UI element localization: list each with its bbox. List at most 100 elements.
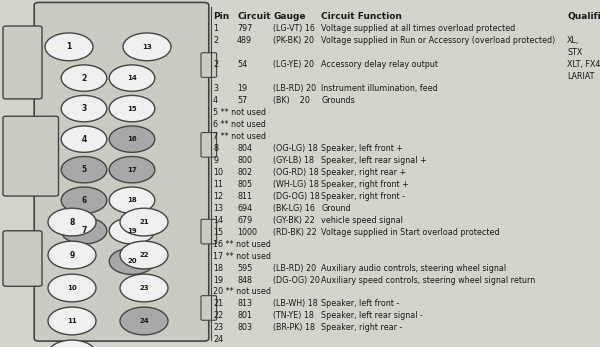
Circle shape [61,65,107,91]
Text: 6: 6 [82,196,86,205]
Text: 1: 1 [67,42,71,51]
Text: (GY-LB) 18: (GY-LB) 18 [273,156,314,165]
Text: 22: 22 [139,252,149,258]
Text: 848: 848 [237,276,252,285]
Text: Speaker, left front +: Speaker, left front + [321,144,403,153]
Text: 11: 11 [67,318,77,324]
Text: (LB-RD) 20: (LB-RD) 20 [273,84,316,93]
Text: (WH-LG) 18: (WH-LG) 18 [273,180,319,189]
Text: 23: 23 [139,285,149,291]
Circle shape [61,218,107,244]
Circle shape [109,156,155,183]
Text: 7 ** not used: 7 ** not used [213,132,266,141]
Text: 3: 3 [213,84,218,93]
Text: 15: 15 [213,228,223,237]
Text: 595: 595 [237,263,253,272]
Text: 19: 19 [127,228,137,234]
Text: 54: 54 [237,60,247,69]
Circle shape [109,187,155,213]
Text: 9: 9 [70,251,74,260]
FancyBboxPatch shape [3,116,59,196]
Text: 15: 15 [127,105,137,112]
Text: 4: 4 [82,135,86,144]
Text: Accessory delay relay output: Accessory delay relay output [321,60,438,69]
Text: 5 ** not used: 5 ** not used [213,108,266,117]
Text: Speaker, right front +: Speaker, right front + [321,180,409,189]
Text: (OG-LG) 18: (OG-LG) 18 [273,144,318,153]
Text: Instrument illumination, feed: Instrument illumination, feed [321,84,438,93]
Text: 10: 10 [213,168,223,177]
Text: 18: 18 [127,197,137,203]
Text: 8: 8 [213,144,218,153]
Text: Circuit: Circuit [237,12,271,21]
Circle shape [48,274,96,302]
Text: Speaker, left rear signal +: Speaker, left rear signal + [321,156,427,165]
Text: 13: 13 [213,204,223,213]
Circle shape [61,187,107,213]
Circle shape [109,218,155,244]
Text: (DG-OG) 20: (DG-OG) 20 [273,276,320,285]
Text: Speaker, right rear +: Speaker, right rear + [321,168,406,177]
Text: Voltage supplied in Start overload protected: Voltage supplied in Start overload prote… [321,228,500,237]
Text: 22: 22 [213,311,223,320]
Text: Speaker, left front -: Speaker, left front - [321,299,399,308]
Text: 694: 694 [237,204,252,213]
Text: 801: 801 [237,311,252,320]
Text: (DG-OG) 18: (DG-OG) 18 [273,192,320,201]
Text: 9: 9 [213,156,218,165]
Text: 489: 489 [237,36,252,45]
Text: Gauge: Gauge [273,12,305,21]
Text: 679: 679 [237,215,252,225]
Circle shape [48,340,96,347]
Text: Auxiliary audio controls, steering wheel signal: Auxiliary audio controls, steering wheel… [321,263,506,272]
Text: 800: 800 [237,156,252,165]
Text: 20 ** not used: 20 ** not used [213,287,271,296]
Text: 17 ** not used: 17 ** not used [213,252,271,261]
Text: 21: 21 [213,299,223,308]
Circle shape [120,208,168,236]
Text: (LB-WH) 18: (LB-WH) 18 [273,299,318,308]
Text: (TN-YE) 18: (TN-YE) 18 [273,311,314,320]
Text: 5: 5 [82,165,86,174]
Text: (GY-BK) 22: (GY-BK) 22 [273,215,315,225]
Text: 18: 18 [213,263,223,272]
Text: Ground: Ground [321,204,350,213]
Text: STX: STX [567,48,583,57]
Text: vehicle speed signal: vehicle speed signal [321,215,403,225]
Text: 17: 17 [127,167,137,173]
Circle shape [48,307,96,335]
FancyBboxPatch shape [201,133,217,157]
Circle shape [61,156,107,183]
Text: (LG-VT) 16: (LG-VT) 16 [273,24,315,33]
Text: 13: 13 [142,44,152,50]
Text: XL,: XL, [567,36,579,45]
Circle shape [61,126,107,152]
Text: 24: 24 [139,318,149,324]
Text: 2: 2 [213,60,218,69]
Circle shape [120,307,168,335]
Text: 802: 802 [237,168,252,177]
Text: 2: 2 [213,36,218,45]
Text: 6 ** not used: 6 ** not used [213,120,266,129]
Text: 11: 11 [213,180,223,189]
FancyBboxPatch shape [3,231,42,286]
FancyBboxPatch shape [3,26,42,99]
Text: 797: 797 [237,24,253,33]
Text: Voltage supplied at all times overload protected: Voltage supplied at all times overload p… [321,24,515,33]
Text: Pin: Pin [213,12,229,21]
Circle shape [109,95,155,122]
FancyBboxPatch shape [34,2,209,341]
Text: 10: 10 [67,285,77,291]
Circle shape [109,65,155,91]
Text: (BR-PK) 18: (BR-PK) 18 [273,323,315,332]
Text: 7: 7 [82,226,86,235]
Text: 1: 1 [213,24,218,33]
Text: LARIAT: LARIAT [567,72,595,81]
FancyBboxPatch shape [201,219,217,244]
Text: 16: 16 [127,136,137,142]
FancyBboxPatch shape [201,53,217,77]
Text: 12: 12 [213,192,223,201]
Text: 24: 24 [213,335,223,344]
Circle shape [48,208,96,236]
Text: 14: 14 [213,215,223,225]
